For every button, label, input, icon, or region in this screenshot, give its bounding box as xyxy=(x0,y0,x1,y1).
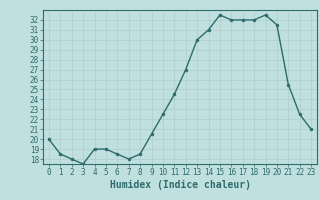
X-axis label: Humidex (Indice chaleur): Humidex (Indice chaleur) xyxy=(109,180,251,190)
